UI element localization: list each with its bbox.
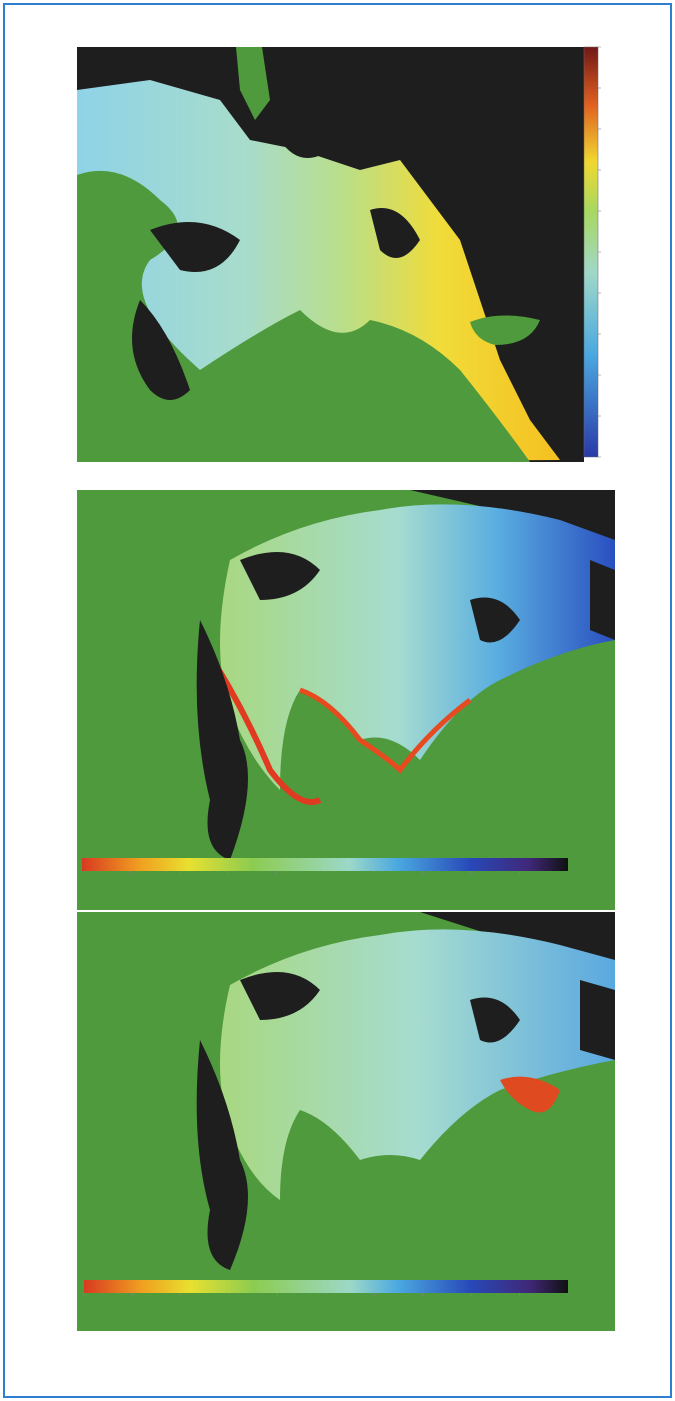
figure (0, 0, 675, 1401)
map-panel (77, 490, 615, 910)
map-panel (77, 912, 615, 1331)
map-panel (77, 47, 598, 462)
page (0, 0, 675, 1401)
